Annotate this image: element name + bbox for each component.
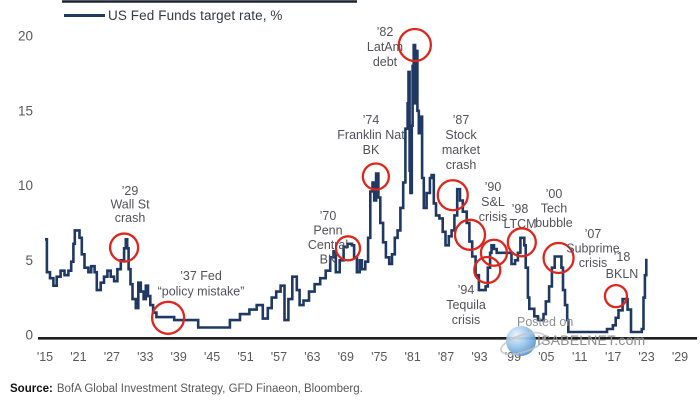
annotation-latam-debt: ’82 LatAm debt <box>367 25 403 69</box>
legend-label: US Fed Funds target rate, % <box>108 8 283 23</box>
crisis-circle-franklin-nat-bk <box>361 162 391 191</box>
crisis-circle-ltcm <box>479 238 509 267</box>
x-tick-label-1981: '81 <box>404 350 420 364</box>
y-tick-label-0: 0 <box>25 328 33 343</box>
x-tick-label-1945: '45 <box>204 350 220 364</box>
source-line: Source: BofA Global Investment Strategy, … <box>10 383 363 395</box>
x-tick-label-1951: '51 <box>237 350 253 364</box>
x-tick-label-1963: '63 <box>304 350 320 364</box>
legend: US Fed Funds target rate, % <box>64 8 283 23</box>
annotation-franklin-nat-bk: ’74 Franklin Nat BK <box>337 113 405 157</box>
annotation-stock-market-crash-87: ’87 Stock market crash <box>442 113 481 172</box>
x-tick-label-1957: '57 <box>271 350 287 364</box>
globe-icon <box>506 326 536 356</box>
x-tick-label-1939: '39 <box>171 350 187 364</box>
crisis-circle-fed-policy-mistake <box>150 300 186 335</box>
crisis-circle-snl-crisis <box>453 218 487 251</box>
watermark-posted-on: Posted on <box>517 315 574 329</box>
x-tick-label-1927: '27 <box>104 350 120 364</box>
y-tick-label-15: 15 <box>18 103 33 118</box>
annotation-ltcm: ’98 LTCM <box>503 202 536 231</box>
crisis-circle-wall-st-crash <box>108 232 140 263</box>
crisis-circle-penn-central-bk <box>334 235 362 262</box>
legend-line-swatch <box>64 13 105 18</box>
crisis-circle-latam-debt <box>397 27 433 63</box>
y-tick-label-5: 5 <box>25 253 33 268</box>
crisis-circle-tech-bubble <box>506 227 537 258</box>
annotation-penn-central-bk: ’70 Penn Central BK <box>308 209 348 267</box>
fed-funds-rate-line <box>45 43 648 334</box>
annotation-snl-crisis: ’90 S&L crisis <box>479 180 507 224</box>
x-tick-label-2023: '23 <box>638 350 654 364</box>
crisis-circle-stock-market-crash-87 <box>436 179 469 212</box>
crisis-circle-tequila-crisis <box>473 255 502 285</box>
watermark-site: ISABELNET.com <box>537 332 646 348</box>
x-tick-label-1921: '21 <box>70 350 86 364</box>
y-tick-label-20: 20 <box>18 29 33 44</box>
annotation-tech-bubble: ’00 Tech bubble <box>535 187 573 230</box>
source-text: BofA Global Investment Strategy, GFD Fin… <box>56 383 363 395</box>
x-tick-label-2017: '17 <box>605 350 621 364</box>
x-tick-label-2011: '11 <box>572 350 587 364</box>
annotation-tequila-crisis: ’94 Tequila crisis <box>446 283 486 327</box>
annotation-fed-policy-mistake: ’37 Fed “policy mistake” <box>158 269 245 299</box>
x-tick-label-2029: '29 <box>672 350 688 364</box>
crisis-circle-subprime-crisis <box>542 241 575 275</box>
x-tick-label-1915: '15 <box>37 350 53 364</box>
x-tick-label-1987: '87 <box>438 350 454 364</box>
crisis-circle-bkln <box>603 283 629 309</box>
y-tick-label-10: 10 <box>18 178 33 193</box>
annotation-wall-st-crash: ’29 Wall St crash <box>110 184 150 225</box>
annotation-bkln: ’18 BKLN <box>606 250 639 281</box>
annotation-subprime-crisis: ’07 Subprime crisis <box>566 227 620 270</box>
source-prefix: Source: <box>10 383 53 395</box>
x-tick-label-1969: '69 <box>338 350 354 364</box>
x-tick-label-1993: '93 <box>471 350 487 364</box>
x-tick-label-1933: '33 <box>137 350 153 364</box>
x-tick-label-1975: '75 <box>371 350 387 364</box>
x-tick-label-2005: '05 <box>538 350 554 364</box>
